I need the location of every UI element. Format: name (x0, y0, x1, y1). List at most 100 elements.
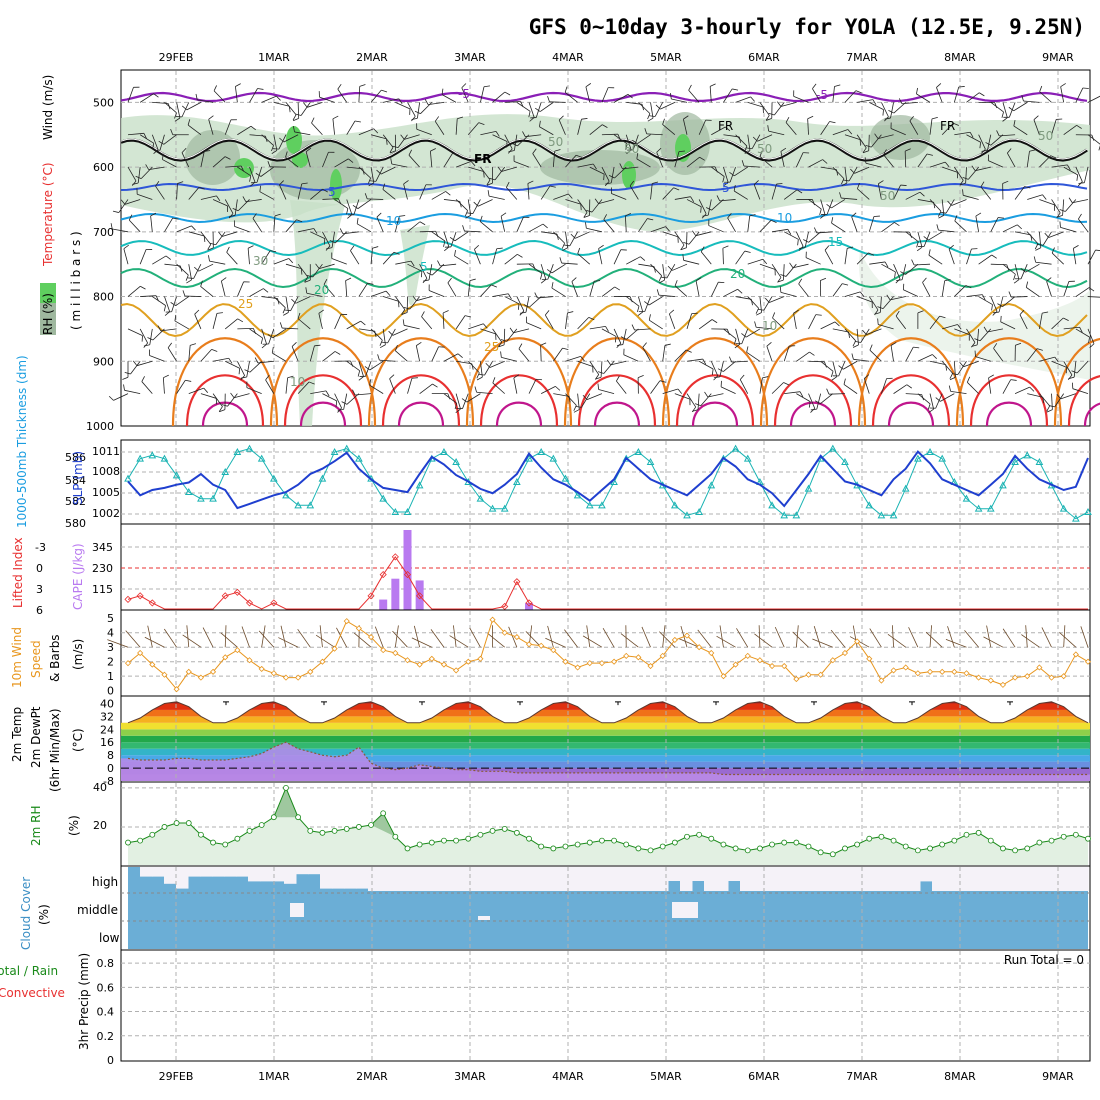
wind-barb (236, 281, 244, 297)
wind-barb (358, 166, 371, 179)
wind-barb-flag (410, 260, 415, 267)
cape-bar (403, 530, 412, 610)
wind-barb (565, 154, 577, 168)
wind-barb (759, 220, 772, 233)
wind-speed-point (611, 658, 618, 665)
wind-barb (295, 296, 311, 304)
wind-barb-flag (605, 326, 609, 332)
wind-barb (480, 284, 492, 297)
wind-barb (501, 166, 517, 172)
rh-point (805, 843, 812, 850)
cape-bar (391, 578, 400, 610)
slp-point (391, 507, 400, 515)
wind-barb-flag (540, 342, 547, 346)
wind-barb-flag (614, 336, 617, 343)
wind-barb (1078, 218, 1089, 233)
rh-core (270, 140, 360, 200)
wind-barb (535, 102, 542, 118)
wind-barb (905, 346, 914, 362)
wind-barb (215, 231, 226, 245)
contour-label: 10 (762, 319, 777, 333)
max-marker (321, 701, 327, 706)
wind-barb (945, 638, 967, 648)
slp-point (282, 491, 290, 499)
slp-point (828, 444, 837, 452)
wind-barb (164, 217, 174, 233)
high-cloud-gap (380, 867, 393, 881)
wind-speed-point (975, 674, 982, 681)
temperature-contour (269, 337, 377, 427)
li-tick: -3 (35, 541, 46, 554)
wind-barb (990, 134, 1004, 146)
wind-barb (346, 120, 356, 135)
wind-barb-flag (886, 294, 891, 301)
wind-barb (905, 231, 919, 242)
wind-barb (904, 151, 907, 168)
wind-barb (1087, 249, 1096, 265)
wind-barb-flag (218, 406, 223, 412)
wind-barb (224, 625, 227, 648)
wind-barb (504, 296, 520, 305)
high-cloud-gap (848, 867, 861, 891)
wind-barb (220, 280, 226, 297)
high-cloud-gap (764, 867, 777, 891)
high-cloud-gap (452, 867, 465, 881)
wind-barb (1072, 388, 1089, 395)
wind-barb-flag (815, 314, 822, 316)
wind-barb-flag (852, 344, 859, 348)
high-cloud-gap (1016, 867, 1029, 881)
wind-barb (983, 636, 1004, 648)
wind-barb (525, 296, 530, 313)
wind-barb (323, 284, 335, 297)
wind-barb-flag (855, 90, 862, 94)
wind-barb-flag (555, 386, 561, 391)
wind-barb (260, 166, 275, 177)
wind-barb (300, 102, 311, 116)
wind-barb-flag (647, 117, 654, 122)
wind-speed-point (647, 662, 654, 670)
wind-barb-flag (1035, 247, 1041, 251)
wind-barb (334, 314, 342, 330)
wind-barb-flag (732, 88, 739, 91)
wind-barb (492, 91, 506, 103)
wind-barb (257, 360, 274, 364)
wind-barb (322, 198, 339, 200)
wind-barb (638, 218, 648, 233)
wind-barb-flag (411, 377, 418, 379)
wind-barb-flag (597, 383, 600, 390)
wind-barb (832, 129, 849, 136)
rh-point (781, 839, 788, 846)
wind-barb-flag (376, 212, 382, 218)
high-cloud-gap (236, 867, 249, 877)
wind-barb-flag (862, 147, 867, 154)
panel-rh2m: 40 20 2m RH (%) (29, 781, 1091, 867)
high-cloud-gap (272, 867, 285, 882)
wind-barb (358, 328, 375, 332)
rh-legend-swatch-green (40, 283, 56, 303)
wind-barb (193, 264, 202, 279)
wind-barb (610, 360, 627, 366)
wind-barb-flag (658, 275, 663, 282)
temp-tick: 16 (100, 736, 114, 749)
wind-barb (529, 296, 542, 308)
wind-barb-flag (1088, 287, 1095, 292)
wind-barb (176, 379, 186, 394)
rh-point (501, 826, 508, 832)
wind-barb-flag (1078, 213, 1082, 220)
wind-barb-flag (408, 149, 412, 156)
wind-barb (198, 263, 214, 272)
wind-barb (674, 196, 691, 200)
wind-barb (309, 345, 315, 362)
wind-barb-flag (271, 145, 274, 152)
wind-barb-flag (507, 293, 512, 300)
temperature-contour (495, 401, 543, 427)
wind-barb-flag (1068, 197, 1073, 204)
wind-barb-flag (209, 242, 216, 246)
high-cloud-gap (608, 867, 621, 891)
wind-barb (290, 296, 299, 311)
wind-barb-flag (874, 312, 881, 315)
wind-barb (428, 290, 445, 297)
slp-point (962, 494, 971, 502)
wind-barb-flag (1079, 327, 1083, 333)
wind-barb (626, 256, 641, 265)
